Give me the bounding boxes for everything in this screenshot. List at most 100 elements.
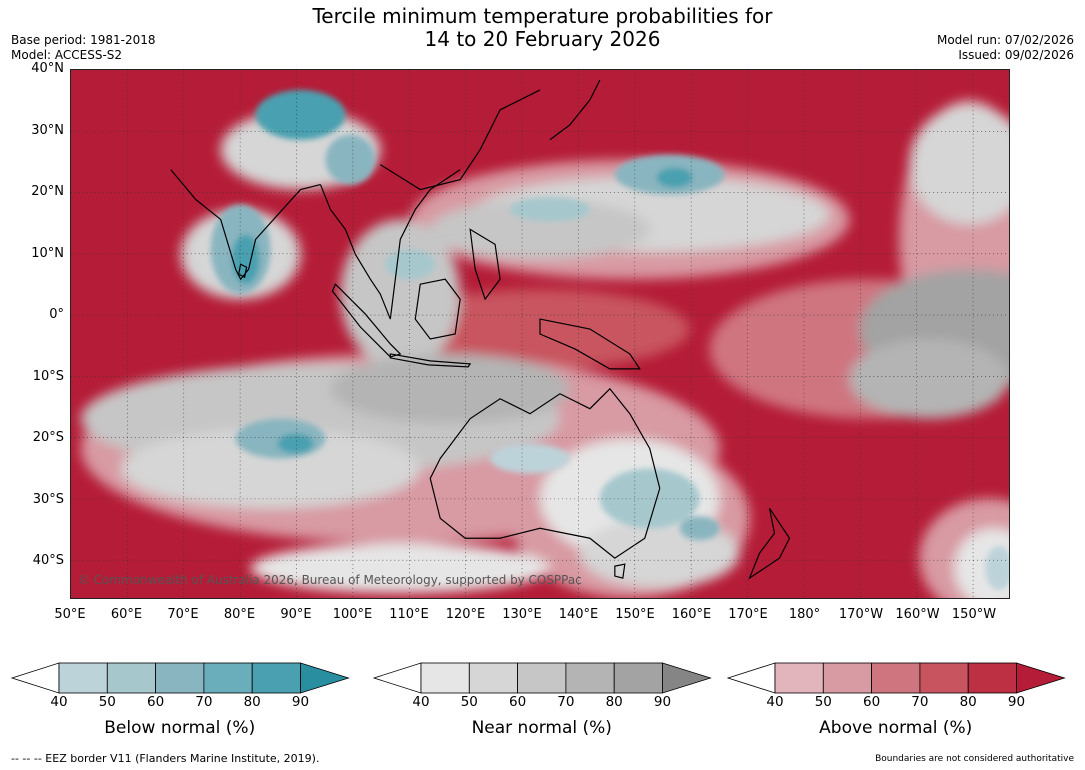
base-period: Base period: 1981-2018 [11,33,156,47]
meta-right: Model run: 07/02/2026 Issued: 09/02/2026 [937,33,1074,63]
boundary-disclaimer: Boundaries are not considered authoritat… [875,754,1074,764]
colorbar-segment [822,662,873,694]
sri-lanka [237,263,248,279]
colorbar-segment [774,662,824,694]
longitude-label: 80°E [223,607,256,622]
latitude-label: 0° [49,307,64,322]
colorbar-segment [58,662,108,694]
colorbar-tick-label: 70 [911,694,929,710]
colorbar-right-arrow [300,662,350,694]
colorbar-left-arrow [11,662,60,694]
china-coast [380,89,541,191]
gridlines [71,70,1009,598]
longitude-label: 160°W [895,607,940,622]
philippines [469,228,501,301]
longitude-label: 100°E [332,607,373,622]
colorbar-segment [565,662,615,694]
colorbar-tick-label: 50 [460,694,478,710]
japan [549,79,601,141]
colorbar-title: Above normal (%) [819,718,973,738]
probability-map: © Commonwealth of Australia 2026, Bureau… [70,69,1010,599]
colorbar-tick-label: 50 [814,694,832,710]
colorbar-tick-label: 80 [243,694,261,710]
latitude-label: 30°N [31,122,64,138]
australia-coast [429,387,661,559]
colorbar-segment [468,662,519,694]
longitude-label: 110°E [389,607,429,622]
new-zealand [748,508,791,580]
longitude-label: 160°E [671,607,712,622]
colorbar-tick-label: 60 [147,694,165,710]
longitude-label: 170°E [728,607,768,622]
title-line-1: Tercile minimum temperature probabilitie… [312,4,773,28]
colorbar-segment [251,662,301,694]
latitude-label: 40°N [31,61,64,76]
colorbar-title: Near normal (%) [471,718,612,738]
longitude-label: 140°E [558,607,599,622]
title-line-2: 14 to 20 February 2026 [424,27,661,51]
coastlines [170,79,791,580]
longitude-label: 90°E [280,607,312,622]
longitude-label: 150°E [615,607,655,622]
latitude-label: 10°S [32,368,64,384]
colorbar-segment [871,662,921,694]
colorbar-segment [106,662,157,694]
longitude-label: 170°W [838,607,884,622]
latitude-label: 10°N [31,245,64,261]
latitude-label: 30°S [32,491,64,507]
colorbar-tick-label: 80 [959,694,977,710]
longitude-label: 70°E [167,607,199,622]
colorbar-title: Below normal (%) [104,718,256,738]
longitude-label: 130°E [502,607,542,622]
colorbar-right-arrow [662,662,712,694]
colorbar-segment [420,662,470,694]
colorbar-tick-label: 60 [509,694,527,710]
colorbar-tick-label: 40 [50,694,68,710]
longitude-label: 180° [788,607,821,622]
copyright-credit: © Commonwealth of Australia 2026, Bureau… [78,573,582,587]
southeast-asia-coast [319,169,461,320]
colorbar-2 [373,662,712,694]
colorbar-segment [967,662,1017,694]
colorbar-segment [919,662,969,694]
india-coast [170,169,321,281]
longitude-label: 50°E [54,607,86,622]
colorbar-tick-label: 90 [1007,694,1026,710]
colorbar-tick-label: 40 [766,694,784,710]
issued-date: Issued: 09/02/2026 [958,48,1074,62]
map-title: Tercile minimum temperature probabilitie… [0,5,1085,51]
colorbar-segment [203,662,253,694]
latitude-label: 20°S [32,430,64,445]
borneo [414,278,461,340]
eez-note: -- -- -- EEZ border V11 (Flanders Marine… [11,752,320,765]
colorbar-tick-label: 70 [195,694,213,710]
colorbar-right-arrow [1016,662,1066,694]
model-name: Model: ACCESS-S2 [11,48,123,62]
colorbar-tick-label: 70 [557,694,575,710]
java [389,353,472,368]
colorbar-segment [517,662,567,694]
longitude-label: 120°E [445,607,486,622]
colorbar-1 [11,662,350,694]
colorbar-tick-label: 90 [653,694,672,710]
colorbar-tick-label: 40 [412,694,430,710]
colorbar-3 [727,662,1066,694]
colorbar-tick-label: 50 [98,694,116,710]
colorbar-tick-label: 90 [291,694,310,710]
longitude-label: 60°E [110,607,143,622]
tasmania [614,563,626,579]
latitude-label: 40°S [32,553,64,568]
colorbar-tick-label: 80 [605,694,623,710]
longitude-label: 150°W [951,607,997,622]
latitude-label: 20°N [31,184,64,199]
meta-left: Base period: 1981-2018 Model: ACCESS-S2 [11,33,156,63]
colorbar-left-arrow [373,662,422,694]
new-guinea [539,318,641,370]
colorbar-tick-label: 60 [863,694,881,710]
colorbar-segment [155,662,205,694]
colorbar-segment [613,662,663,694]
model-run: Model run: 07/02/2026 [936,33,1074,47]
colorbar-left-arrow [727,662,776,694]
sumatra [331,283,402,358]
below-normal-shading [210,89,1009,591]
